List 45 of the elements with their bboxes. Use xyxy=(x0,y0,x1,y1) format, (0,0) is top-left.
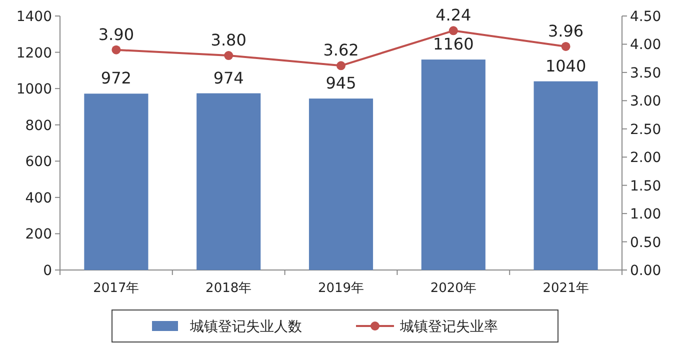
bar xyxy=(308,98,374,270)
legend-label: 城镇登记失业人数 xyxy=(189,319,302,335)
y2-tick-label: 3.00 xyxy=(630,94,662,110)
y2-tick-label: 1.00 xyxy=(630,206,662,223)
y-tick-label: 0 xyxy=(43,263,52,279)
data-label: 1040 xyxy=(545,56,586,76)
point xyxy=(224,51,234,60)
y2-tick-label: 4.50 xyxy=(630,9,662,25)
y2-tick-label: 0.00 xyxy=(630,263,662,279)
bar xyxy=(421,60,486,270)
x-tick-label: 2021年 xyxy=(542,281,589,296)
point xyxy=(336,61,346,70)
bar xyxy=(196,93,261,270)
y2-tick-label: 1.50 xyxy=(630,178,662,194)
x-tick-label: 2017年 xyxy=(93,281,140,296)
data-label: 1160 xyxy=(433,34,474,54)
y-tick-label: 1000 xyxy=(16,82,52,98)
data-label: 4.24 xyxy=(436,6,472,25)
data-label: 3.90 xyxy=(98,24,134,44)
y2-tick-label: 0.50 xyxy=(630,234,662,251)
y-tick-label: 1200 xyxy=(16,45,52,62)
point xyxy=(561,42,570,51)
x-tick-label: 2020年 xyxy=(430,281,476,296)
data-label: 972 xyxy=(100,68,132,88)
data-label: 3.80 xyxy=(210,30,246,50)
y-tick-label: 600 xyxy=(25,154,52,170)
y-tick-label: 400 xyxy=(25,190,52,206)
y-tick-label: 1400 xyxy=(16,9,52,25)
point xyxy=(112,45,121,54)
y2-tick-label: 3.50 xyxy=(630,65,662,82)
x-tick-label: 2018年 xyxy=(206,281,252,296)
y2-tick-label: 2.50 xyxy=(630,122,662,138)
point xyxy=(448,26,458,36)
data-label: 3.62 xyxy=(323,40,359,60)
y2-tick-label: 2.00 xyxy=(630,150,662,166)
legend-label: 城镇登记失业率 xyxy=(399,319,498,335)
bar xyxy=(84,94,148,270)
data-label: 3.96 xyxy=(548,21,584,40)
data-label: 974 xyxy=(213,68,244,88)
x-tick-label: 2019年 xyxy=(318,281,364,296)
y2-tick-label: 4.00 xyxy=(630,37,662,54)
data-label: 945 xyxy=(326,74,356,93)
y-tick-label: 800 xyxy=(25,118,52,134)
y-tick-label: 200 xyxy=(25,226,52,243)
bar xyxy=(534,81,598,270)
